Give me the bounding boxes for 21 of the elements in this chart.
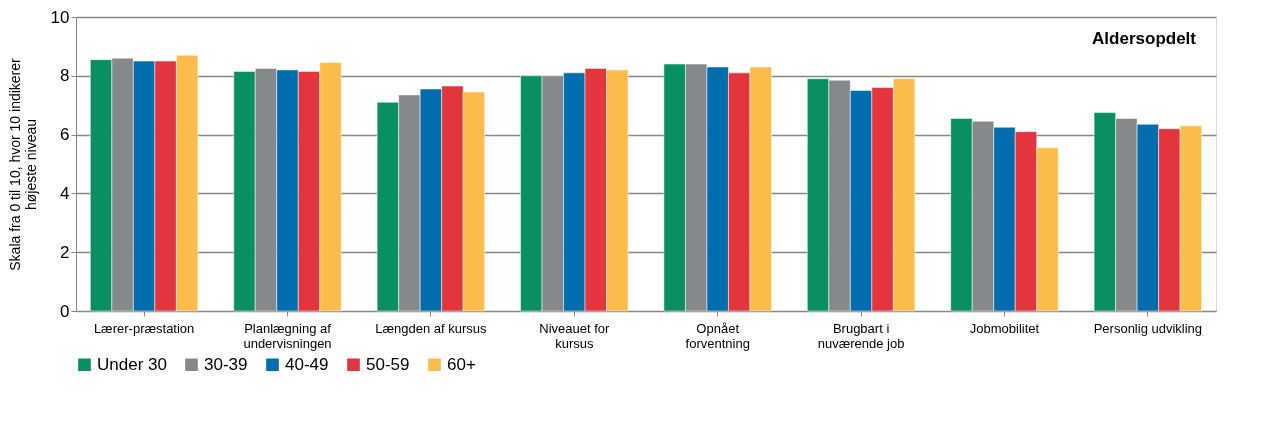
x-tick-label: Personlig udvikling xyxy=(1093,320,1203,336)
annotation: Aldersopdelt xyxy=(1092,29,1197,48)
x-tick-label: Jobmobilitet xyxy=(969,320,1040,336)
y-tick-label: 0 xyxy=(60,301,70,321)
x-tick-label: Brugbart i nuværende job xyxy=(817,320,905,351)
y-tick-label: 2 xyxy=(60,242,70,262)
legend-label: Under 30 xyxy=(97,354,167,374)
x-tick-label: Lærer-præstation xyxy=(93,320,195,336)
y-tick-label: 6 xyxy=(60,125,70,145)
x-tick-label: Længden af kursus xyxy=(375,320,488,336)
legend-label: 30-39 xyxy=(204,354,248,374)
legend-label: 50-59 xyxy=(366,354,410,374)
y-tick-label: 8 xyxy=(60,66,70,86)
x-tick-label: Niveauet for kursus xyxy=(539,320,611,351)
y-tick-label: 4 xyxy=(60,183,70,203)
legend-label: 40-49 xyxy=(285,354,329,374)
x-tick-label: Planlægning af undervisningen xyxy=(243,320,332,351)
y-tick-label: 10 xyxy=(50,7,70,27)
x-tick-label: Opnået forventning xyxy=(685,320,750,351)
y-axis-title: Skala fra 0 til 10, hvor 10 indikerer højeste niveau xyxy=(6,57,39,271)
legend-label: 60+ xyxy=(447,354,476,374)
